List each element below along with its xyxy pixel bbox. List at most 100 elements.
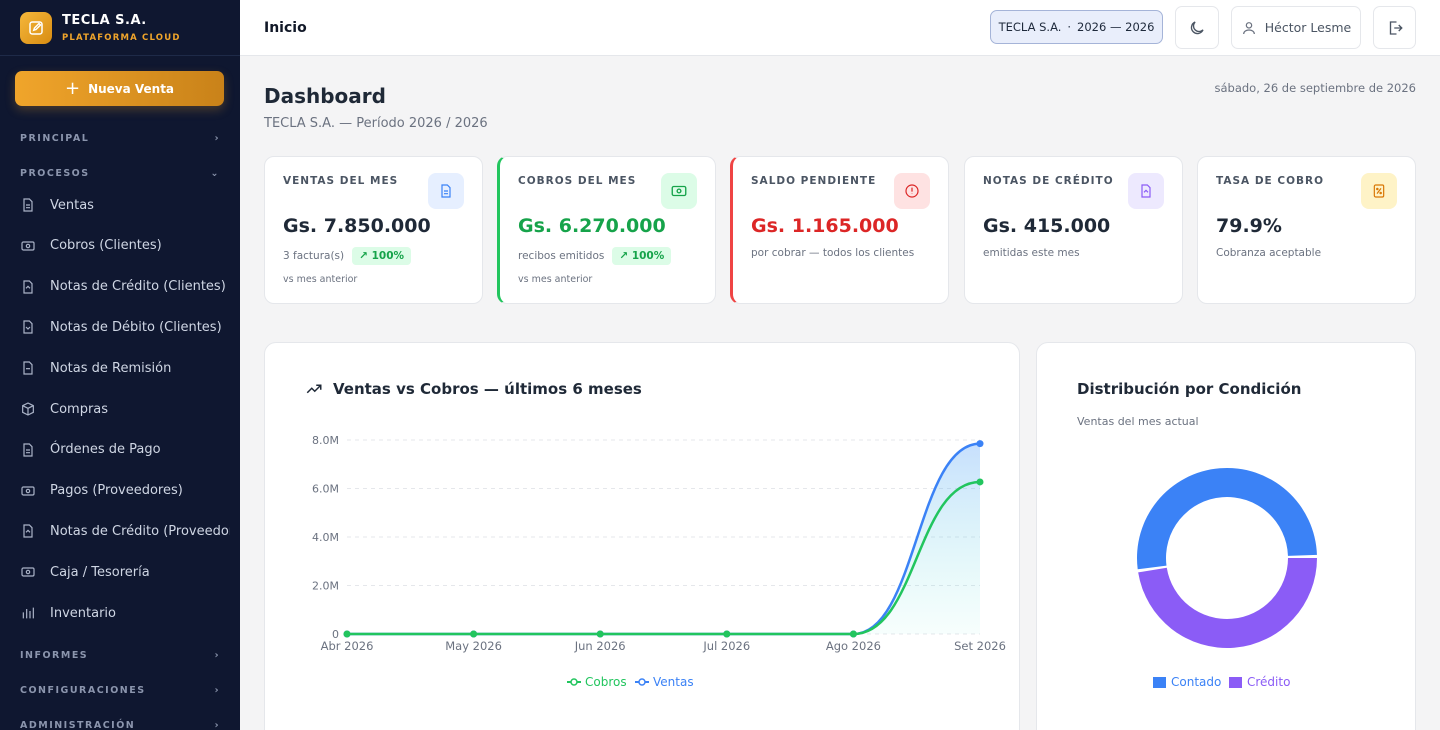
data-point-cobros [849, 630, 857, 638]
document-icon [428, 173, 464, 209]
card-desc: por cobrar — todos los clientes [751, 247, 915, 259]
new-sale-button[interactable]: + Nueva Venta [15, 71, 224, 106]
data-point-cobros [470, 630, 478, 638]
credit-note-icon [23, 524, 33, 538]
page-title: Dashboard [264, 84, 386, 108]
kpi-card-cobros[interactable]: COBROS DEL MES Gs. 6.270.000 recibos emi… [497, 156, 716, 304]
new-sale-label: Nueva Venta [88, 81, 175, 96]
sidebar-item-7[interactable]: Pagos (Proveedores) [20, 476, 230, 506]
card-desc: recibos emitidos [518, 250, 605, 262]
y-tick-label: 0 [332, 628, 339, 641]
logout-button[interactable] [1373, 6, 1416, 49]
credit-note-icon [23, 279, 33, 294]
edit-icon [20, 11, 52, 44]
bar-chart-icon [22, 607, 34, 619]
sidebar-item-0[interactable]: Ventas [20, 190, 230, 220]
user-icon [1242, 21, 1255, 34]
sales-vs-collections-panel: Ventas vs Cobros — últimos 6 meses 0 2.0M… [264, 342, 1020, 730]
x-tick-label: Ago 2026 [826, 639, 881, 653]
section-principal[interactable]: PRINCIPAL › [20, 133, 220, 144]
section-configuraciones[interactable]: CONFIGURACIONES › [20, 685, 220, 696]
percent-doc-icon [1361, 173, 1397, 209]
series-line-cobros [346, 480, 981, 636]
chevron-right-icon: › [214, 133, 220, 144]
sidebar-item-9[interactable]: Caja / Tesorería [20, 557, 230, 587]
moon-icon [1190, 20, 1204, 34]
ventas-area [347, 443, 980, 634]
section-informes[interactable]: INFORMES › [20, 650, 220, 661]
company-label: TECLA S.A. [998, 20, 1062, 34]
legend-marker-dot [638, 678, 646, 686]
chevron-right-icon: › [214, 650, 220, 661]
theme-toggle-button[interactable] [1175, 6, 1219, 49]
panel-title: Distribución por Condición [1077, 380, 1302, 398]
chevron-right-icon: › [214, 720, 220, 730]
logout-icon [1389, 20, 1403, 35]
sidebar-item-6[interactable]: Órdenes de Pago [20, 435, 230, 465]
card-label: TASA DE COBRO [1216, 175, 1325, 187]
sidebar-item-label: Notas de Débito (Clientes) [50, 319, 222, 335]
card-label: NOTAS DE CRÉDITO [983, 175, 1114, 187]
page-date: sábado, 26 de septiembre de 2026 [1214, 81, 1416, 95]
period-selector[interactable]: TECLA S.A. · 2026 — 2026 [990, 10, 1163, 44]
section-label: INFORMES [20, 650, 89, 661]
section-administracion[interactable]: ADMINISTRACIÓN › [20, 720, 220, 730]
x-tick-label: Abr 2026 [321, 639, 374, 653]
y-tick-label: 2.0M [312, 580, 339, 593]
card-desc: 3 factura(s) [283, 250, 345, 262]
card-desc: emitidas este mes [983, 247, 1080, 259]
period-label: 2026 — 2026 [1077, 20, 1155, 34]
sidebar-item-label: Notas de Remisión [50, 360, 172, 376]
sidebar-item-label: Notas de Crédito (Proveedores) [50, 523, 230, 539]
data-point-cobros [723, 630, 731, 638]
y-tick-label: 4.0M [312, 531, 339, 544]
user-menu-button[interactable]: Héctor Lesme [1231, 6, 1361, 49]
sidebar-item-5[interactable]: Compras [20, 394, 230, 424]
chevron-down-icon: ⌄ [210, 168, 220, 179]
panel-title: Ventas vs Cobros — últimos 6 meses [333, 380, 642, 398]
banknote-icon [661, 173, 697, 209]
x-tick-label: May 2026 [445, 639, 502, 653]
sidebar-item-label: Pagos (Proveedores) [50, 483, 183, 499]
sidebar-item-label: Compras [50, 401, 109, 417]
document-icon [23, 443, 33, 457]
card-value: Gs. 7.850.000 [283, 215, 431, 237]
card-footnote: vs mes anterior [283, 274, 358, 285]
plus-icon: + [64, 77, 81, 99]
panel-title-row: Ventas vs Cobros — últimos 6 meses [305, 380, 642, 398]
section-label: PROCESOS [20, 168, 90, 179]
legend-marker-dot [570, 678, 578, 686]
sidebar-item-3[interactable]: Notas de Débito (Clientes) [20, 312, 230, 342]
card-value: Gs. 1.165.000 [751, 215, 899, 237]
panel-subtitle: Ventas del mes actual [1077, 415, 1199, 428]
trend-up-icon: ↗ [619, 250, 629, 262]
sidebar-item-8[interactable]: Notas de Crédito (Proveedores) [20, 516, 230, 546]
y-tick-label: 6.0M [312, 483, 339, 496]
separator-dot: · [1067, 20, 1072, 34]
brand[interactable]: TECLA S.A. PLATAFORMA CLOUD [0, 0, 240, 56]
kpi-card-tasa-cobro[interactable]: TASA DE COBRO 79.9% Cobranza aceptable [1197, 156, 1416, 304]
sidebar-item-2[interactable]: Notas de Crédito (Clientes) [20, 272, 230, 302]
data-point-cobros [343, 630, 351, 638]
kpi-card-saldo[interactable]: SALDO PENDIENTE Gs. 1.165.000 por cobrar… [730, 156, 949, 304]
card-value: 79.9% [1216, 215, 1282, 237]
x-tick-label: Jul 2026 [702, 639, 750, 653]
section-procesos[interactable]: PROCESOS ⌄ [20, 168, 220, 179]
card-desc: Cobranza aceptable [1216, 247, 1322, 259]
trending-up-icon [306, 384, 322, 394]
brand-name: TECLA S.A. [62, 12, 147, 28]
sidebar-item-4[interactable]: Notas de Remisión [20, 353, 230, 383]
kpi-card-notas-credito[interactable]: NOTAS DE CRÉDITO Gs. 415.000 emitidas es… [964, 156, 1183, 304]
card-label: COBROS DEL MES [518, 175, 637, 187]
section-label: CONFIGURACIONES [20, 685, 146, 696]
sidebar-item-1[interactable]: Cobros (Clientes) [20, 231, 230, 261]
sidebar: TECLA S.A. PLATAFORMA CLOUD + Nueva Vent… [0, 0, 240, 730]
data-point-ventas [976, 440, 984, 448]
card-desc-row: 3 factura(s) ↗ 100% [283, 247, 412, 265]
kpi-card-ventas[interactable]: VENTAS DEL MES Gs. 7.850.000 3 factura(s… [264, 156, 483, 304]
sidebar-item-label: Caja / Tesorería [50, 564, 150, 580]
sidebar-item-10[interactable]: Inventario [20, 598, 230, 628]
document-icon [23, 198, 33, 212]
sidebar-item-label: Cobros (Clientes) [50, 238, 162, 254]
alert-circle-icon [894, 173, 930, 209]
